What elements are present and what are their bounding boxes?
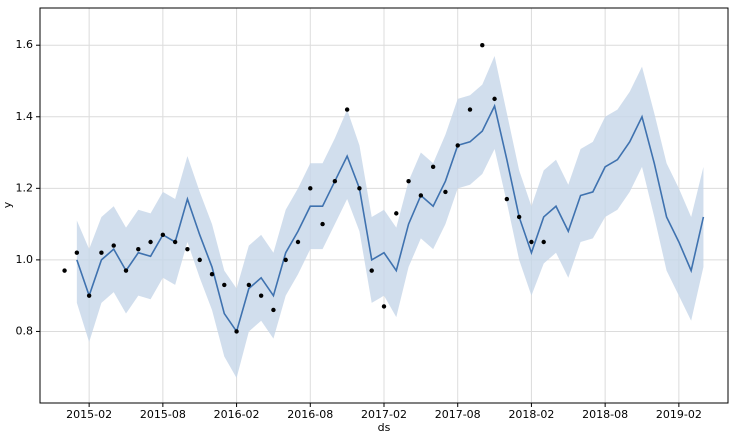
observed-point [418,193,424,198]
uncertainty-band [76,55,704,378]
observed-point [344,107,350,112]
x-tick-label: 2018-02 [508,408,554,421]
y-tick-label: 1.6 [16,38,34,51]
observed-point [406,178,411,184]
observed-point [443,189,448,195]
x-axis-label: ds [378,421,391,433]
observed-point [529,239,534,245]
observed-point [320,221,325,227]
observed-point [111,243,116,248]
x-tick-label: 2018-08 [582,408,628,421]
observed-point [308,186,313,191]
x-tick-label: 2016-08 [287,408,333,421]
observed-point [332,178,338,184]
observed-point [258,293,264,298]
observed-point [504,196,510,202]
y-tick-label: 1.2 [16,181,34,194]
observed-point [369,268,374,273]
observed-point [148,239,153,245]
observed-point [185,246,190,252]
observed-point [209,271,215,277]
x-tick-label: 2015-08 [140,408,186,421]
observed-point [467,107,473,112]
observed-point [86,293,92,298]
observed-point [480,43,485,48]
observed-point [123,268,129,273]
observed-point [492,96,497,102]
y-tick-label: 1.4 [16,110,34,123]
x-tick-label: 2017-08 [435,408,481,421]
observed-point [136,246,141,252]
observed-point [295,239,301,245]
observed-point [99,250,104,255]
x-tick-label: 2015-02 [66,408,112,421]
observed-point [246,282,252,288]
x-tick-label: 2019-02 [656,408,702,421]
observed-point [271,307,276,313]
observed-point [172,239,178,245]
observed-point [234,329,239,334]
marks [62,43,705,378]
y-axis-label: y [1,201,14,208]
observed-point [222,282,227,288]
y-tick-label: 1.0 [16,253,34,266]
observed-point [197,257,202,263]
observed-point [430,164,436,170]
observed-point [516,214,522,220]
x-tick-label: 2016-02 [214,408,260,421]
forecast-line [76,103,705,334]
observed-point [357,186,362,191]
x-tick-label: 2017-02 [361,408,407,421]
observed-point [283,257,288,263]
observed-point [74,250,80,255]
y-tick-label: 0.8 [16,324,34,337]
observed-point [394,211,399,216]
observed-point [381,304,387,309]
observed-point [62,268,67,273]
observed-point [455,143,460,148]
observed-point [160,232,166,238]
observed-point [541,239,546,245]
